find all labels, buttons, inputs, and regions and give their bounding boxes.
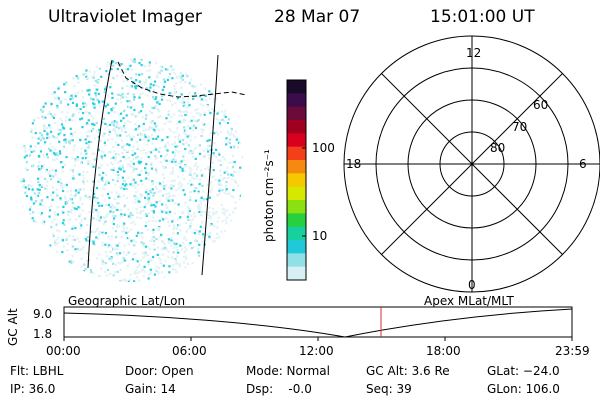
mlt-label-12: 12 bbox=[466, 46, 482, 60]
meridian-line-left bbox=[87, 59, 113, 269]
ip-value: IP: 36.0 bbox=[10, 382, 56, 396]
observation-date: 28 Mar 07 bbox=[274, 7, 361, 27]
door-status: Door: Open bbox=[125, 364, 194, 378]
terminator-dashed-line bbox=[117, 61, 247, 98]
sequence-value: Seq: 39 bbox=[366, 382, 412, 396]
altitude-tick-1-8: 1.8 bbox=[33, 327, 53, 341]
mlat-label-80: 80 bbox=[490, 141, 506, 155]
gc-altitude-value: GC Alt: 3.6 Re bbox=[366, 364, 450, 378]
altitude-curve bbox=[63, 308, 573, 338]
mlat-label-70: 70 bbox=[512, 120, 528, 134]
intensity-colorbar bbox=[286, 79, 307, 281]
geographic-latitude-value: GLat: −24.0 bbox=[487, 364, 560, 378]
colorbar-tick-10: 10 bbox=[312, 229, 328, 243]
colorbar-tick-100: 100 bbox=[312, 141, 335, 155]
time-tick-0000: 00:00 bbox=[46, 344, 81, 358]
altitude-axis-label: GC Alt bbox=[6, 308, 20, 346]
geographic-projection-label: Geographic Lat/Lon bbox=[68, 294, 186, 308]
mlt-label-18: 18 bbox=[346, 157, 362, 171]
time-tick-2359: 23:59 bbox=[555, 344, 590, 358]
observation-time: 15:01:00 UT bbox=[430, 7, 535, 27]
apex-projection-label: Apex MLat/MLT bbox=[424, 294, 514, 308]
mlat-label-60: 60 bbox=[533, 98, 549, 112]
uv-disk-image bbox=[20, 54, 247, 282]
time-tick-1800: 18:00 bbox=[426, 344, 461, 358]
altitude-strip bbox=[63, 306, 573, 341]
colorbar-unit-label: photon cm⁻²s⁻¹ bbox=[262, 149, 276, 242]
time-tick-1200: 12:00 bbox=[299, 344, 334, 358]
gain-value: Gain: 14 bbox=[125, 382, 176, 396]
mlat-mlt-polar-grid bbox=[343, 35, 600, 293]
time-tick-0600: 06:00 bbox=[172, 344, 207, 358]
instrument-title: Ultraviolet Imager bbox=[48, 7, 202, 27]
mlt-label-0: 0 bbox=[468, 278, 476, 292]
dsp-value: Dsp: -0.0 bbox=[246, 382, 312, 396]
meridian-line-right bbox=[201, 54, 219, 276]
mlt-label-6: 6 bbox=[579, 157, 587, 171]
mode-value: Mode: Normal bbox=[246, 364, 330, 378]
geographic-longitude-value: GLon: 106.0 bbox=[487, 382, 560, 396]
altitude-tick-9: 9.0 bbox=[33, 307, 53, 321]
filter-value: Flt: LBHL bbox=[10, 364, 64, 378]
